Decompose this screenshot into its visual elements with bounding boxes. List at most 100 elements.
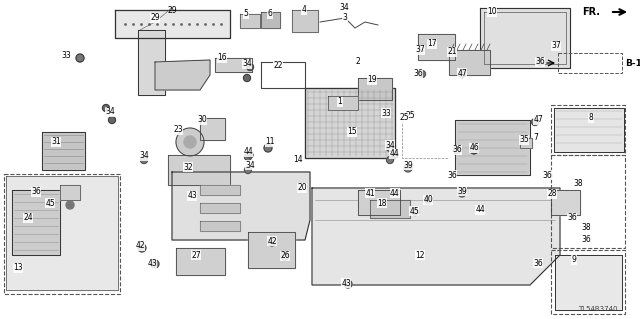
Circle shape <box>458 189 466 197</box>
Circle shape <box>387 157 394 164</box>
Text: 43: 43 <box>147 259 157 269</box>
Text: 25: 25 <box>405 111 415 120</box>
Polygon shape <box>261 12 280 28</box>
Circle shape <box>247 152 253 158</box>
Circle shape <box>243 75 250 81</box>
Text: 18: 18 <box>377 198 387 207</box>
Polygon shape <box>358 78 392 100</box>
Circle shape <box>109 116 115 123</box>
Polygon shape <box>168 155 230 185</box>
Text: 46: 46 <box>469 144 479 152</box>
Text: 36: 36 <box>452 145 462 154</box>
Text: 2: 2 <box>356 57 360 66</box>
Polygon shape <box>312 188 560 285</box>
Polygon shape <box>172 172 310 240</box>
Polygon shape <box>292 10 318 32</box>
Text: 43: 43 <box>341 278 351 287</box>
Text: 38: 38 <box>581 224 591 233</box>
Text: 41: 41 <box>365 189 375 197</box>
Circle shape <box>244 167 252 174</box>
Circle shape <box>264 144 272 152</box>
Bar <box>4 174 120 294</box>
Circle shape <box>66 201 74 209</box>
Text: 45: 45 <box>409 206 419 216</box>
Text: 34: 34 <box>339 4 349 12</box>
Text: 8: 8 <box>589 114 593 122</box>
Text: 43: 43 <box>187 191 197 201</box>
Circle shape <box>344 280 352 288</box>
Text: 36: 36 <box>533 258 543 268</box>
Text: 28: 28 <box>547 189 557 198</box>
Text: 24: 24 <box>23 213 33 222</box>
Circle shape <box>424 197 431 204</box>
Circle shape <box>281 252 289 260</box>
Text: TL54B3740: TL54B3740 <box>579 306 618 312</box>
Text: 37: 37 <box>551 41 561 50</box>
Text: 23: 23 <box>173 125 183 135</box>
Text: 39: 39 <box>457 187 467 196</box>
Text: 20: 20 <box>297 183 307 192</box>
Text: 34: 34 <box>245 160 255 169</box>
Text: 37: 37 <box>415 46 425 55</box>
Text: B-11-10: B-11-10 <box>625 58 640 68</box>
Text: 33: 33 <box>381 108 391 117</box>
Polygon shape <box>248 232 295 268</box>
Circle shape <box>102 105 109 112</box>
Text: 15: 15 <box>347 128 357 137</box>
Text: 6: 6 <box>268 10 273 19</box>
Circle shape <box>419 70 426 78</box>
Circle shape <box>412 209 419 216</box>
Text: 39: 39 <box>403 160 413 169</box>
Polygon shape <box>554 108 624 152</box>
Text: FR.: FR. <box>582 7 600 17</box>
Circle shape <box>470 146 477 153</box>
Circle shape <box>76 54 84 62</box>
Polygon shape <box>370 200 410 218</box>
Text: 27: 27 <box>191 250 201 259</box>
Text: 35: 35 <box>519 136 529 145</box>
Text: 40: 40 <box>423 196 433 204</box>
Text: 34: 34 <box>385 140 395 150</box>
Text: 5: 5 <box>244 10 248 19</box>
Text: 44: 44 <box>243 147 253 157</box>
Circle shape <box>470 146 478 154</box>
Text: 12: 12 <box>415 250 425 259</box>
Text: 22: 22 <box>273 62 283 70</box>
Polygon shape <box>200 185 240 195</box>
Circle shape <box>387 145 394 152</box>
Text: 30: 30 <box>197 115 207 124</box>
Polygon shape <box>155 60 210 90</box>
Circle shape <box>454 146 461 153</box>
Text: 9: 9 <box>572 256 577 264</box>
Text: 29: 29 <box>167 6 177 15</box>
Circle shape <box>246 63 253 70</box>
Polygon shape <box>60 185 80 200</box>
Bar <box>551 250 625 314</box>
Polygon shape <box>200 118 225 140</box>
Polygon shape <box>215 58 252 72</box>
Polygon shape <box>200 221 240 231</box>
Text: 3: 3 <box>342 13 348 23</box>
Text: 45: 45 <box>45 198 55 207</box>
Polygon shape <box>358 190 400 215</box>
Text: 44: 44 <box>390 189 400 197</box>
Bar <box>558 53 622 73</box>
Text: 36: 36 <box>535 57 545 66</box>
Polygon shape <box>138 30 165 95</box>
Text: 7: 7 <box>534 132 538 142</box>
Polygon shape <box>240 14 260 28</box>
Text: 32: 32 <box>183 162 193 172</box>
Circle shape <box>176 128 204 156</box>
Bar <box>551 155 625 248</box>
Polygon shape <box>115 10 230 38</box>
Text: 29: 29 <box>150 13 160 23</box>
Polygon shape <box>6 176 118 290</box>
Text: 14: 14 <box>293 155 303 165</box>
Text: 11: 11 <box>265 137 275 146</box>
Text: 36: 36 <box>447 170 457 180</box>
Text: 4: 4 <box>301 5 307 14</box>
Text: 19: 19 <box>367 76 377 85</box>
Circle shape <box>458 70 465 78</box>
Text: 17: 17 <box>427 40 437 48</box>
Polygon shape <box>200 203 240 213</box>
